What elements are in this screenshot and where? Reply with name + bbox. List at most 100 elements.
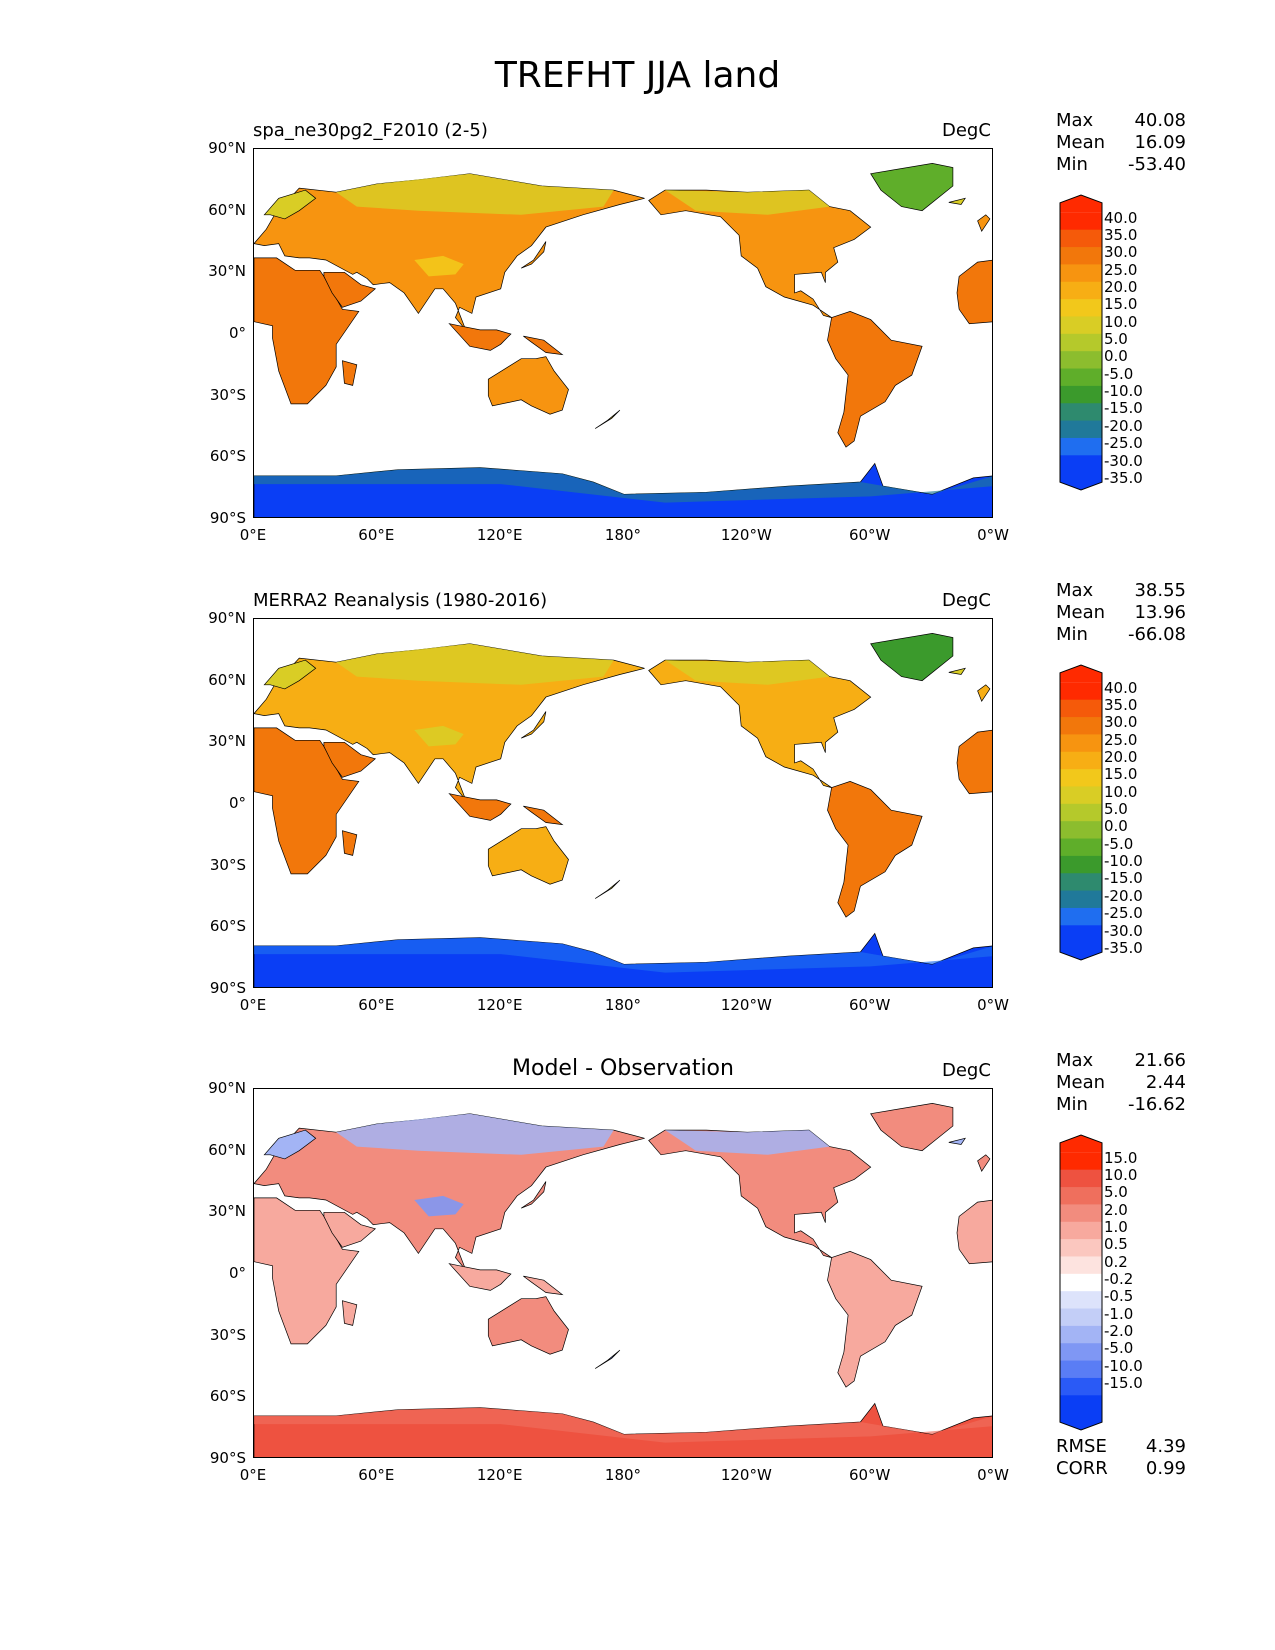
colorbar-segment [1060,1412,1102,1430]
lon-tick-label: 180° [604,996,642,1014]
stat-row: Max 21.66 [1056,1050,1186,1071]
colorbar-segment [1060,420,1102,439]
colorbar [1059,664,1103,961]
colorbar-segment [1060,212,1102,231]
madagascar-land [342,360,358,386]
newguinea-land [523,335,564,356]
panel-left-title: spa_ne30pg2_F2010 (2-5) [253,120,488,141]
colorbar-segment [1060,472,1102,490]
greenland-land [870,163,954,212]
colorbar-segment [1060,1239,1102,1257]
newguinea-land [523,1275,564,1296]
map-frame [253,148,993,518]
colorbar-label: 15.0 [1104,1148,1138,1167]
lon-tick-label: 120°W [720,1466,772,1484]
newguinea-land [523,805,564,826]
lon-tick-label: 0°W [977,526,1009,544]
panel-units: DegC [942,590,991,611]
greenland-land [870,1103,954,1152]
colorbar-segment [1060,368,1102,387]
lon-tick-label: 0°E [239,1466,267,1484]
colorbar-segment [1060,281,1102,300]
antarctic-edge-band [254,937,992,973]
newzealand-land [595,409,621,429]
colorbar-label: 10.0 [1104,1165,1138,1184]
stat-row: Max 38.55 [1056,580,1186,601]
lon-tick-label: 120°W [720,996,772,1014]
lat-tick-label: 90°S [209,979,246,997]
panel-left-title: MERRA2 Reanalysis (1980-2016) [253,590,548,611]
colorbar-segment [1060,942,1102,960]
colorbar-label: -20.0 [1104,886,1143,905]
colorbar-segment [1060,1377,1102,1396]
canada-band [665,660,830,685]
colorbar-label: 0.0 [1104,817,1128,836]
colorbar-segment [1060,1221,1102,1240]
colorbar-label: 2.0 [1104,1200,1128,1219]
namerica-land [648,1129,872,1258]
colorbar-label: 1.0 [1104,1217,1128,1236]
colorbar-segment [1060,717,1102,735]
stat-value: -16.62 [1127,1094,1186,1115]
colorbar-label: 20.0 [1104,747,1138,766]
stat-row: Max 40.08 [1056,110,1186,131]
stat-row: Min -53.40 [1056,154,1186,175]
colorbar-label: -5.0 [1104,1339,1134,1358]
japan-land [521,711,547,739]
colorbar-segment [1060,665,1102,683]
scandinavia-land [263,1129,317,1160]
colorbar-label: 0.2 [1104,1252,1128,1271]
antarctic-edge-band [254,467,992,503]
stat-value: 2.44 [1145,1072,1186,1093]
lon-tick-label: 120°W [720,526,772,544]
lon-tick-label: 0°W [977,996,1009,1014]
colorbar-label: -0.5 [1104,1287,1134,1306]
colorbar-segment [1060,907,1102,926]
greenland-land [870,633,954,682]
colorbar-label: 30.0 [1104,713,1138,732]
colorbar-segment [1060,682,1102,701]
lat-tick-label: 60°N [208,200,246,219]
bottom-stat-row: RMSE 4.39 [1056,1436,1186,1457]
lat-tick-label: 0° [228,1264,246,1282]
stat-label: Min [1056,154,1088,175]
siberia-band [336,643,614,685]
colorbar-segment [1060,247,1102,265]
colorbar-segment [1060,264,1102,283]
colorbar-segment [1060,838,1102,857]
colorbar-label: 25.0 [1104,260,1138,279]
uk-land [977,684,991,702]
uk-land [977,1154,991,1172]
map-frame [253,618,993,988]
map-frame [253,1088,993,1458]
colorbar-segment [1060,769,1102,787]
bottom-stat-value: 0.99 [1145,1458,1186,1479]
lon-tick-label: 60°W [848,526,891,544]
colorbar-label: 35.0 [1104,225,1138,244]
lat-tick-label: 60°N [208,1140,246,1159]
colorbar-segment [1060,786,1102,805]
madagascar-land [342,1300,358,1326]
lon-tick-label: 0°E [239,996,267,1014]
colorbar-segment [1060,751,1102,770]
colorbar-segment [1060,699,1102,718]
lat-tick-label: 90°N [208,139,246,157]
stat-label: Min [1056,1094,1088,1115]
stat-value: 13.96 [1134,602,1186,623]
colorbar-segment [1060,890,1102,909]
lon-tick-label: 0°W [977,1466,1009,1484]
colorbar-segment [1060,821,1102,840]
africa-west-land [956,259,992,325]
colorbar-segment [1060,299,1102,317]
stat-label: Mean [1056,602,1106,623]
colorbar-label: -15.0 [1104,1374,1143,1393]
stat-value: 16.09 [1134,132,1186,153]
lat-tick-label: 90°N [208,1079,246,1097]
lat-tick-label: 60°S [209,1387,246,1406]
africa-west-land [956,1199,992,1265]
stat-label: Mean [1056,132,1106,153]
iceland-land [948,1137,966,1145]
tibet-band [414,725,464,747]
colorbar-segment [1060,1135,1102,1153]
colorbar-label: 40.0 [1104,208,1138,227]
